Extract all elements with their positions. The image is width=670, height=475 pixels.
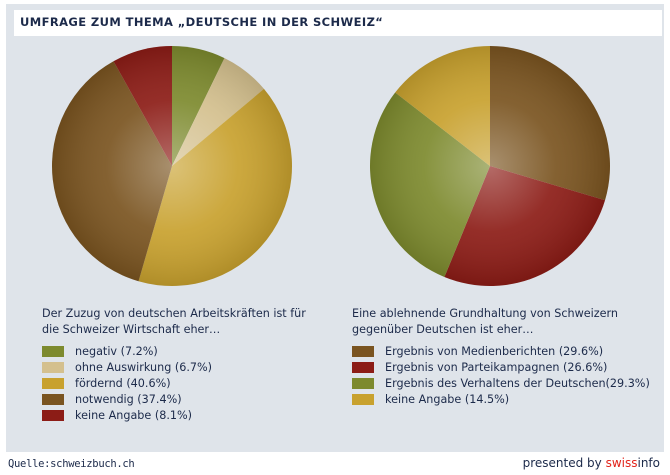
legend-item: keine Angabe (14.5%) (352, 392, 652, 408)
legend-label: ohne Auswirkung (6.7%) (75, 361, 213, 374)
legend-item: notwendig (37.4%) (42, 392, 322, 408)
presented-by-text: presented by (522, 456, 606, 470)
title-bar: UMFRAGE ZUM THEMA „DEUTSCHE IN DER SCHWE… (14, 10, 662, 36)
legend-grundhaltung: Ergebnis von Medienberichten (29.6%) Erge… (352, 344, 652, 408)
pie-shading (52, 46, 292, 286)
legend-swatch (42, 346, 64, 357)
legend-swatch (352, 378, 374, 389)
pie-caption-grundhaltung: Eine ablehnende Grundhaltung von Schweiz… (352, 307, 619, 336)
legend-item: Ergebnis des Verhaltens der Deutschen(29… (352, 376, 652, 392)
pie-shading (370, 46, 610, 286)
legend-wirtschaft: negativ (7.2%) ohne Auswirkung (6.7%) förd… (42, 344, 322, 424)
pie-chart-grundhaltung (370, 46, 610, 286)
legend-item: ohne Auswirkung (6.7%) (42, 360, 322, 376)
legend-swatch (352, 346, 374, 357)
legend-label: negativ (7.2%) (75, 345, 158, 358)
chart-title: UMFRAGE ZUM THEMA „DEUTSCHE IN DER SCHWE… (20, 15, 384, 29)
legend-label: keine Angabe (8.1%) (75, 409, 192, 422)
brand-info: info (637, 456, 660, 470)
legend-item: Ergebnis von Medienberichten (29.6%) (352, 344, 652, 360)
legend-item: Ergebnis von Parteikampagnen (26.6%) (352, 360, 652, 376)
legend-swatch (42, 378, 64, 389)
legend-swatch (42, 394, 64, 405)
presented-by: presented by swissinfo (523, 456, 660, 470)
legend-label: notwendig (37.4%) (75, 393, 182, 406)
legend-label: fördernd (40.6%) (75, 377, 171, 390)
legend-item: fördernd (40.6%) (42, 376, 322, 392)
legend-swatch (42, 410, 64, 421)
brand-swiss: swiss (605, 456, 638, 470)
source-credit: Quelle:schweizbuch.ch (8, 458, 135, 470)
legend-swatch (352, 394, 374, 405)
pie-chart-wirtschaft (51, 46, 293, 287)
legend-label: keine Angabe (14.5%) (385, 393, 510, 406)
legend-label: Ergebnis von Parteikampagnen (26.6%) (385, 361, 608, 374)
legend-swatch (352, 362, 374, 373)
legend-label: Ergebnis von Medienberichten (29.6%) (385, 345, 604, 358)
legend-label: Ergebnis des Verhaltens der Deutschen(29… (385, 377, 650, 390)
legend-item: negativ (7.2%) (42, 344, 322, 360)
legend-swatch (42, 362, 64, 373)
pie-caption-wirtschaft: Der Zuzug von deutschen Arbeitskräften i… (42, 307, 306, 336)
legend-item: keine Angabe (8.1%) (42, 408, 322, 424)
